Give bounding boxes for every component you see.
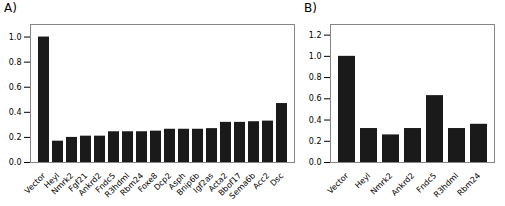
svg-text:Bbof17: Bbof17: [216, 171, 244, 198]
svg-text:0.2: 0.2: [309, 137, 322, 146]
svg-text:R3hdml: R3hdml: [432, 171, 460, 199]
svg-text:Foxe8: Foxe8: [136, 171, 160, 195]
svg-text:0.0: 0.0: [309, 158, 322, 167]
svg-text:Acta2: Acta2: [206, 171, 230, 194]
svg-text:0.0: 0.0: [9, 158, 22, 167]
svg-text:1.2: 1.2: [309, 31, 322, 40]
svg-text:Dcp2: Dcp2: [152, 171, 174, 193]
svg-text:0.8: 0.8: [309, 73, 322, 82]
svg-text:1.0: 1.0: [309, 52, 322, 61]
svg-text:Fndc5: Fndc5: [93, 171, 118, 195]
svg-text:Asph: Asph: [166, 171, 188, 192]
svg-text:Heyl: Heyl: [353, 171, 372, 190]
svg-text:Fgf21: Fgf21: [66, 171, 90, 194]
svg-text:Nmrk2: Nmrk2: [49, 171, 76, 197]
svg-text:Vector: Vector: [326, 171, 351, 196]
html-text:A): A): [4, 1, 17, 15]
svg-text:Dsc: Dsc: [268, 171, 285, 188]
svg-text:Acc2: Acc2: [251, 171, 272, 192]
svg-text:0.4: 0.4: [9, 108, 22, 117]
svg-text:Sema6b: Sema6b: [227, 171, 258, 201]
svg-text:0.6: 0.6: [309, 94, 322, 103]
svg-text:Vector: Vector: [22, 171, 48, 196]
svg-text:R3hdml: R3hdml: [103, 171, 132, 200]
svg-text:0.2: 0.2: [9, 133, 22, 142]
svg-text:Rbm24: Rbm24: [118, 171, 146, 198]
html-text:B): B): [304, 1, 317, 15]
svg-text:0.8: 0.8: [9, 58, 22, 67]
svg-text:0.6: 0.6: [9, 83, 22, 92]
svg-text:Heyl: Heyl: [42, 171, 62, 191]
svg-text:Bnip6b: Bnip6b: [175, 171, 202, 198]
svg-text:0.4: 0.4: [309, 116, 322, 125]
svg-text:Igf2as: Igf2as: [191, 171, 216, 195]
svg-text:Rbm24: Rbm24: [456, 171, 483, 198]
svg-text:1.0: 1.0: [9, 33, 22, 42]
svg-text:Ankrd2: Ankrd2: [390, 171, 417, 198]
svg-text:Ankrd2: Ankrd2: [76, 171, 104, 198]
svg-text:Nmrk2: Nmrk2: [368, 171, 395, 197]
svg-text:Fndc5: Fndc5: [414, 171, 439, 195]
